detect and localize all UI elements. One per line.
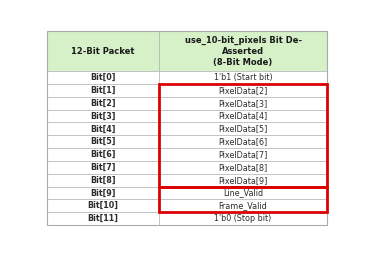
Text: Bit[3]: Bit[3] [90, 112, 116, 121]
Text: 1'b0 (Stop bit): 1'b0 (Stop bit) [215, 214, 272, 223]
Bar [47, 135, 159, 148]
Bar [47, 122, 159, 135]
Bar [47, 161, 159, 174]
Text: Bit[8]: Bit[8] [90, 176, 116, 185]
Bar [47, 187, 159, 199]
Bar [159, 71, 327, 84]
Text: PixelData[9]: PixelData[9] [218, 176, 268, 185]
Bar [159, 187, 327, 199]
Bar [47, 212, 159, 225]
Bar [47, 110, 159, 122]
Bar [159, 161, 327, 174]
Text: PixelData[3]: PixelData[3] [218, 99, 268, 108]
Text: PixelData[2]: PixelData[2] [218, 86, 268, 95]
Text: PixelData[6]: PixelData[6] [218, 137, 268, 146]
Bar [159, 212, 327, 225]
Text: PixelData[5]: PixelData[5] [218, 124, 268, 133]
Text: Bit[2]: Bit[2] [90, 99, 116, 108]
Bar [47, 97, 159, 110]
Text: Line_Valid: Line_Valid [223, 188, 263, 198]
Text: 1'b1 (Start bit): 1'b1 (Start bit) [214, 73, 272, 82]
Bar [159, 110, 327, 122]
Bar [47, 199, 159, 212]
Bar [159, 84, 327, 187]
Text: 12-Bit Packet: 12-Bit Packet [71, 47, 135, 56]
Text: PixelData[7]: PixelData[7] [218, 150, 268, 159]
Text: Bit[1]: Bit[1] [90, 86, 116, 95]
Text: Frame_Valid: Frame_Valid [219, 201, 268, 210]
Bar [47, 71, 159, 84]
Text: use_10-bit_pixels Bit De-
Asserted
(8-Bit Mode): use_10-bit_pixels Bit De- Asserted (8-Bi… [185, 36, 301, 67]
Bar [47, 31, 159, 71]
Bar [159, 84, 327, 97]
Text: Bit[9]: Bit[9] [90, 188, 116, 198]
Text: Bit[6]: Bit[6] [90, 150, 116, 159]
Text: Bit[11]: Bit[11] [88, 214, 119, 223]
Bar [159, 31, 327, 71]
Text: Bit[7]: Bit[7] [90, 163, 116, 172]
Text: PixelData[4]: PixelData[4] [218, 112, 268, 121]
Bar [159, 148, 327, 161]
Bar [47, 174, 159, 187]
Bar [159, 97, 327, 110]
Bar [159, 199, 327, 212]
Text: Bit[10]: Bit[10] [88, 201, 119, 210]
Bar [159, 135, 327, 148]
Bar [159, 174, 327, 187]
Bar [47, 84, 159, 97]
Text: Bit[4]: Bit[4] [90, 124, 116, 133]
Text: Bit[5]: Bit[5] [90, 137, 116, 146]
Text: PixelData[8]: PixelData[8] [218, 163, 268, 172]
Bar [159, 187, 327, 212]
Text: Bit[0]: Bit[0] [90, 73, 116, 82]
Bar [47, 148, 159, 161]
Bar [159, 122, 327, 135]
